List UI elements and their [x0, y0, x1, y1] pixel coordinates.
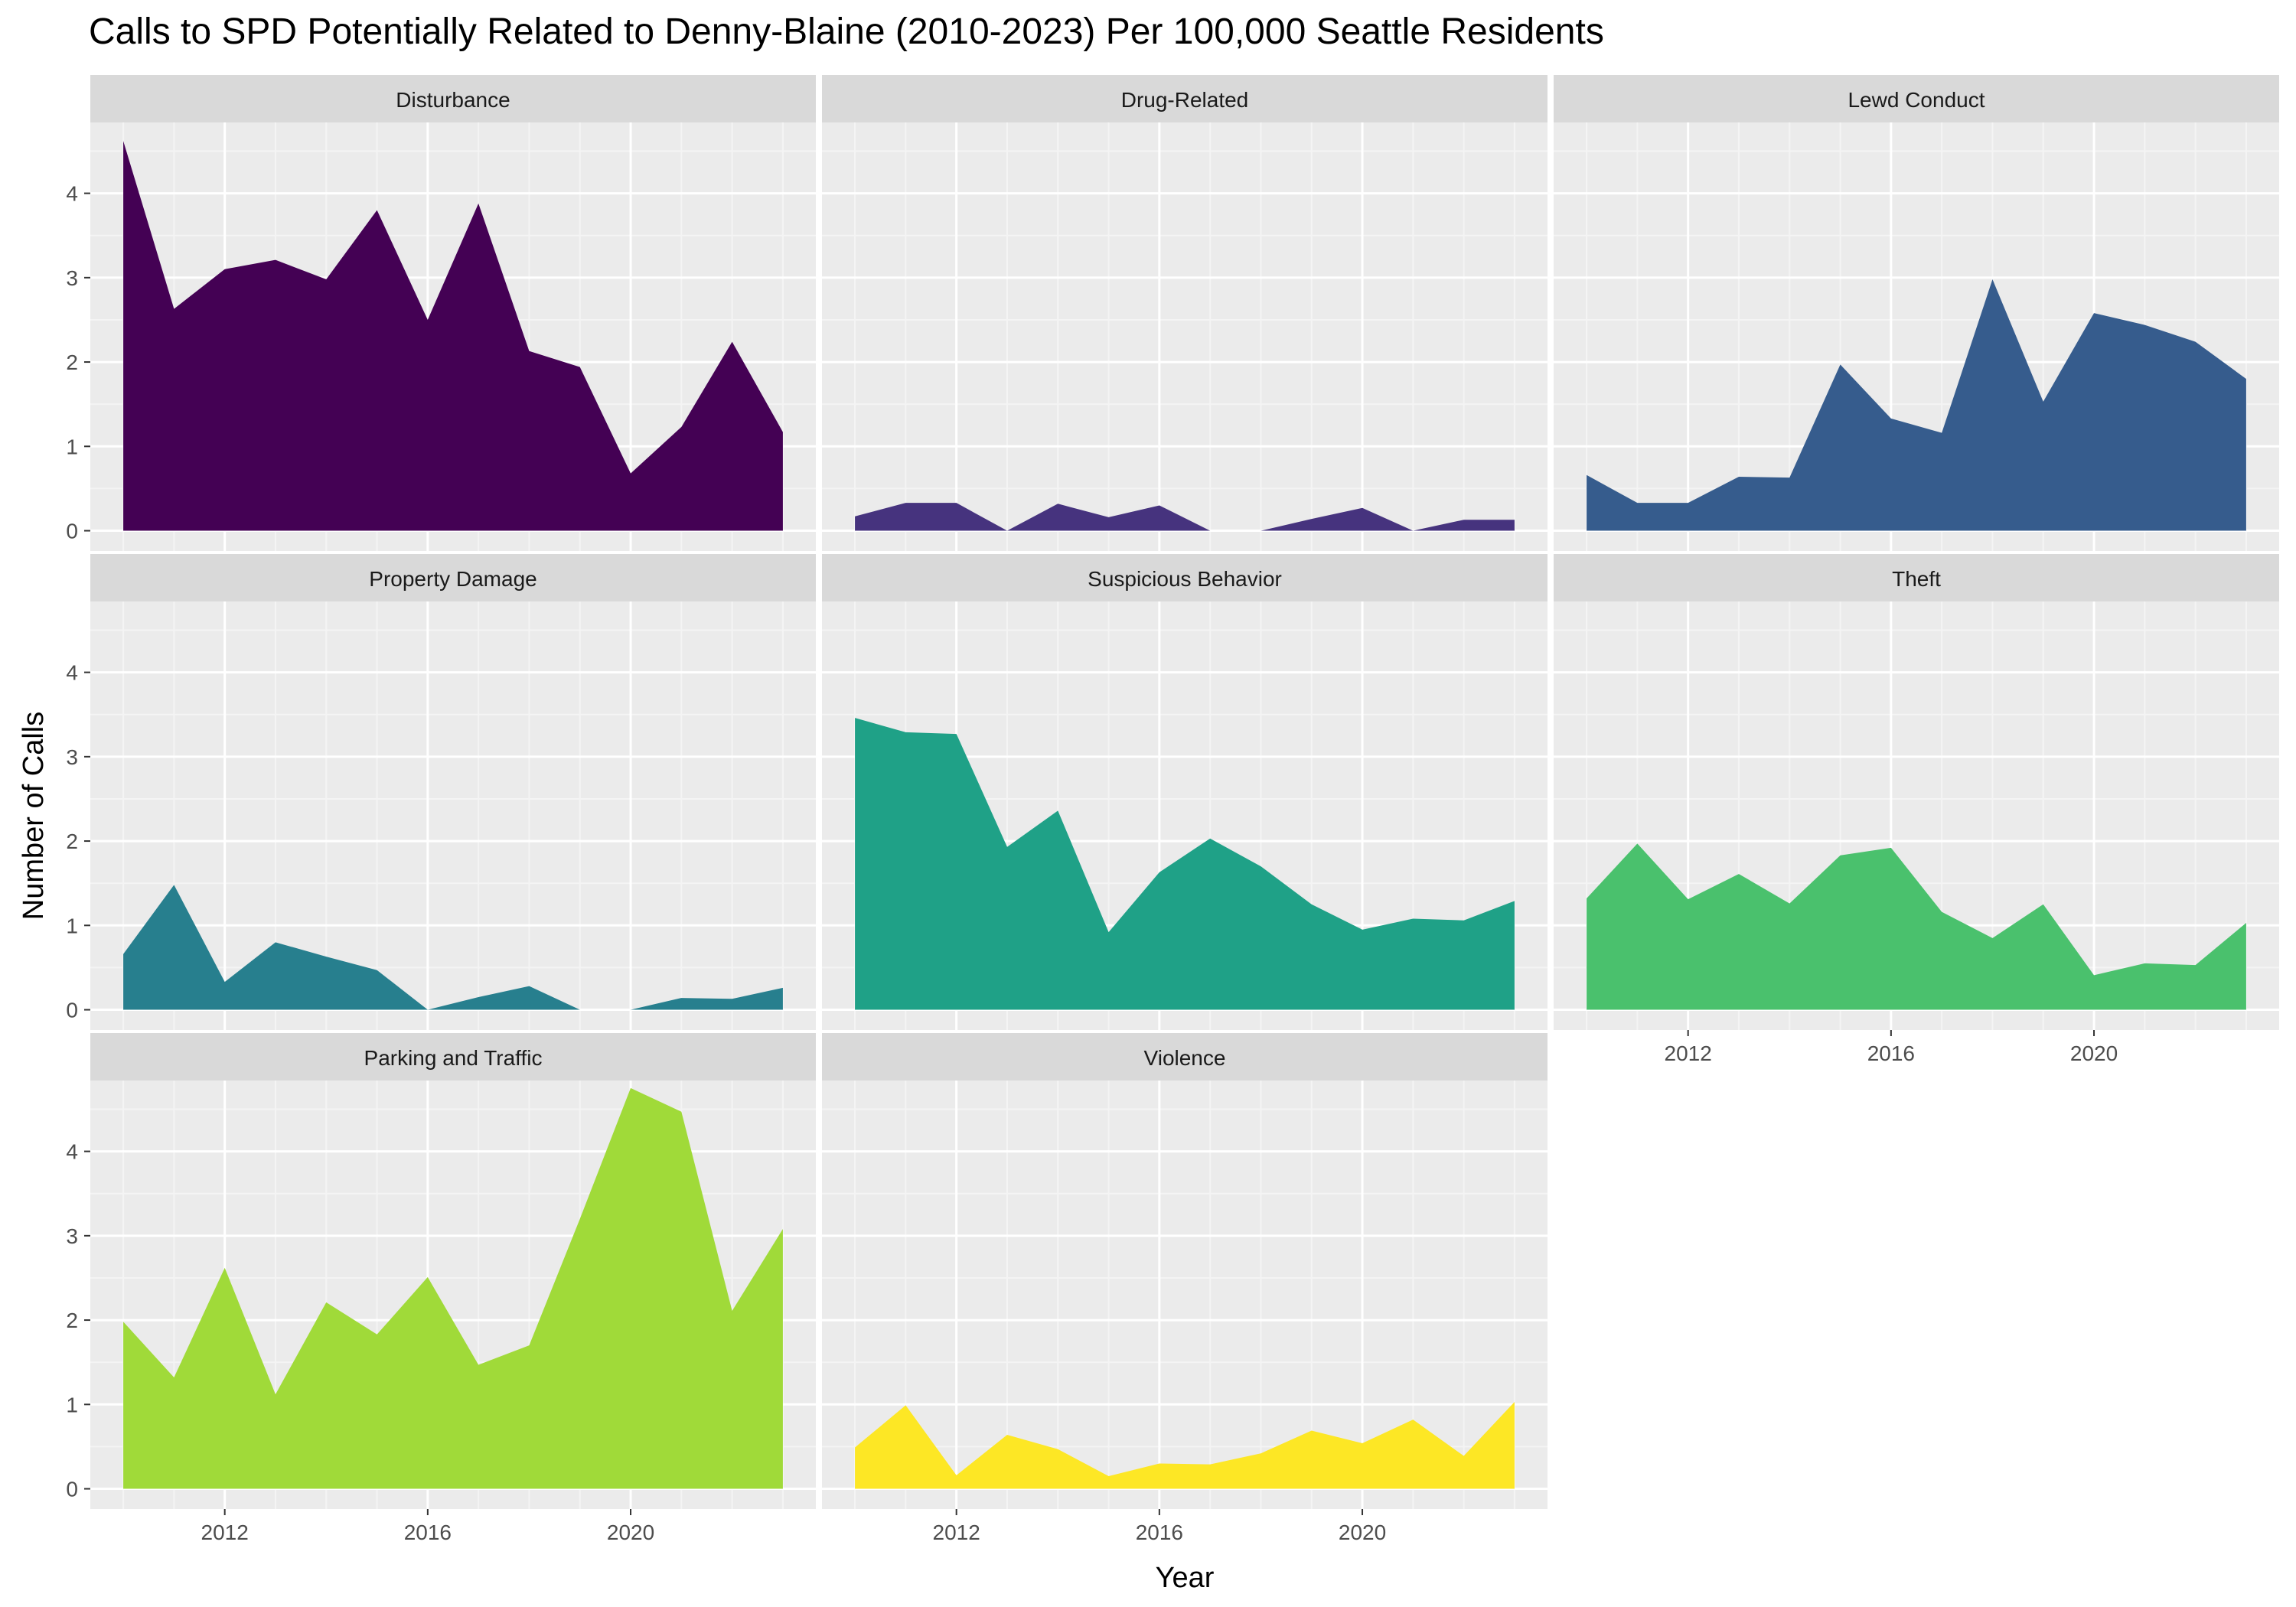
area-parking-and-traffic — [123, 1087, 783, 1489]
panel-background — [822, 122, 1548, 551]
y-tick-label: 1 — [66, 435, 78, 458]
y-tick-label: 1 — [66, 914, 78, 937]
area-drug-related — [855, 503, 1515, 531]
y-tick-label: 4 — [66, 182, 78, 206]
area-violence — [855, 1402, 1515, 1489]
area-lewd-conduct — [1587, 279, 2246, 531]
y-tick-label: 4 — [66, 661, 78, 685]
facet-strip — [822, 1033, 1548, 1081]
x-tick-label: 2012 — [201, 1521, 249, 1544]
x-tick-label: 2020 — [2070, 1041, 2118, 1065]
chart-title: Calls to SPD Potentially Related to Denn… — [89, 11, 1604, 52]
facet-strip — [822, 554, 1548, 601]
facet-strip-label: Violence — [1144, 1046, 1226, 1070]
area-property-damage — [123, 885, 783, 1010]
y-tick-label: 3 — [66, 266, 78, 290]
x-tick-label: 2016 — [1136, 1521, 1183, 1544]
y-tick-label: 2 — [66, 1309, 78, 1332]
facet-strip-label: Disturbance — [396, 88, 510, 112]
facet-panel-parking-and-traffic: Parking and Traffic 0 1 2 3 4 2012 2016 2020 — [66, 1033, 816, 1544]
y-tick-label: 4 — [66, 1140, 78, 1164]
facet-panel-drug-related: Drug-Related — [822, 75, 1548, 551]
facet-panel-disturbance: Disturbance 0 1 2 3 4 — [66, 75, 816, 551]
facet-strip — [1554, 75, 2279, 122]
facet-strip — [90, 1033, 816, 1081]
area-disturbance — [123, 141, 783, 531]
facet-strip — [822, 75, 1548, 122]
x-axis-title: Year — [1156, 1562, 1215, 1594]
x-tick-label: 2016 — [404, 1521, 452, 1544]
facet-panel-theft: Theft 2012 2016 2020 — [1554, 554, 2279, 1065]
facet-strip-label: Suspicious Behavior — [1088, 567, 1282, 591]
facet-panel-violence: Violence 2012 2016 2020 — [822, 1033, 1548, 1544]
y-tick-label: 0 — [66, 520, 78, 543]
facet-strip — [90, 554, 816, 601]
facet-strip-label: Parking and Traffic — [364, 1046, 543, 1070]
facet-strip — [90, 75, 816, 122]
area-theft — [1587, 843, 2246, 1010]
facet-strip-label: Drug-Related — [1121, 88, 1249, 112]
y-tick-label: 2 — [66, 830, 78, 853]
x-tick-label: 2016 — [1867, 1041, 1915, 1065]
area-suspicious-behavior — [855, 718, 1515, 1010]
facet-panel-lewd-conduct: Lewd Conduct — [1554, 75, 2279, 551]
y-tick-label: 0 — [66, 999, 78, 1022]
x-tick-label: 2012 — [933, 1521, 980, 1544]
facet-strip-label: Property Damage — [369, 567, 536, 591]
y-axis-title: Number of Calls — [18, 712, 50, 920]
facet-strip-label: Theft — [1892, 567, 1941, 591]
y-tick-label: 2 — [66, 350, 78, 374]
facet-panel-property-damage: Property Damage 0 1 2 3 4 — [66, 554, 816, 1030]
facet-strip — [1554, 554, 2279, 601]
facet-panel-suspicious-behavior: Suspicious Behavior — [822, 554, 1548, 1030]
y-tick-label: 3 — [66, 1224, 78, 1248]
y-tick-label: 3 — [66, 745, 78, 769]
x-tick-label: 2020 — [1339, 1521, 1386, 1544]
x-tick-label: 2012 — [1665, 1041, 1712, 1065]
y-tick-label: 0 — [66, 1478, 78, 1501]
facet-strip-label: Lewd Conduct — [1848, 88, 1985, 112]
x-tick-label: 2020 — [607, 1521, 654, 1544]
y-tick-label: 1 — [66, 1393, 78, 1416]
